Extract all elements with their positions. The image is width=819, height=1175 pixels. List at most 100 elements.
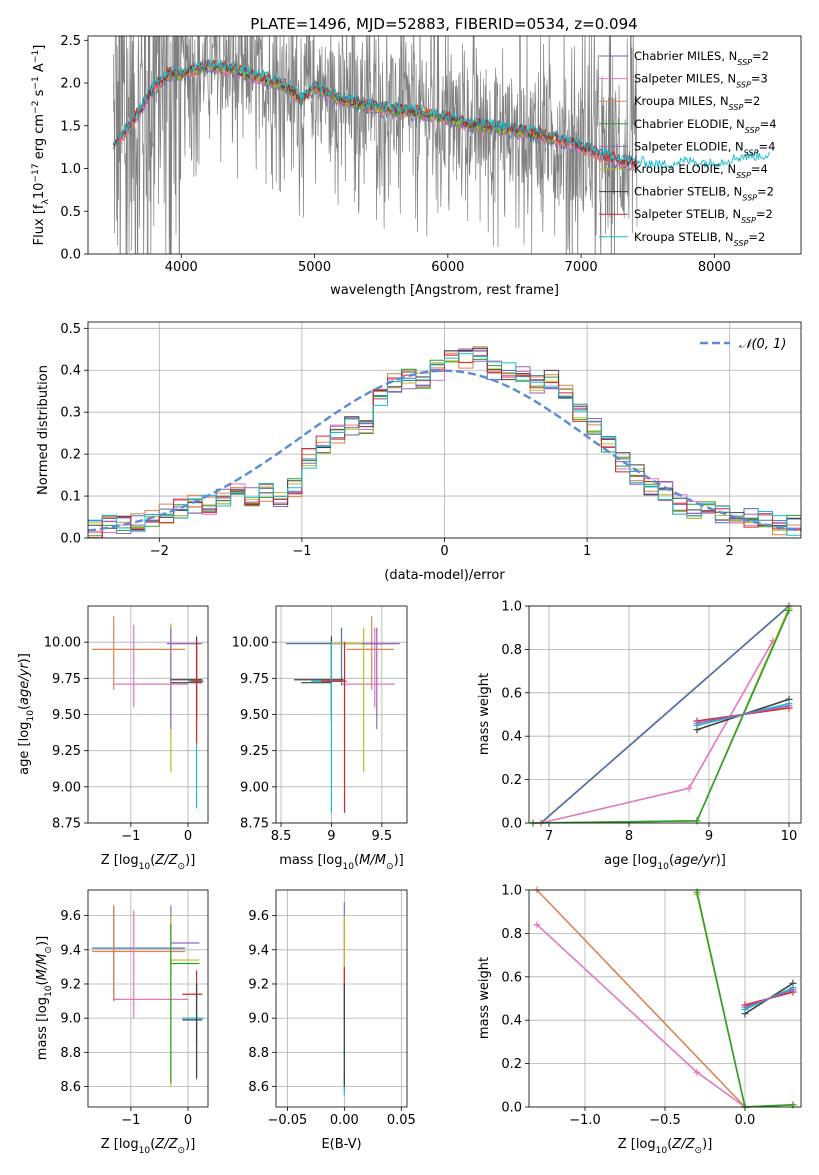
weight-vs-Z-ytick-label: 0.0 (501, 1101, 522, 1116)
weight-vs-age-ytick-label: 0.4 (501, 730, 522, 745)
age-vs-Z-ytick-label: 10.00 (44, 636, 81, 651)
weight-vs-Z-ytick-label: 0.4 (501, 1014, 522, 1029)
residuals-ylabel: Normed distribution (36, 365, 51, 495)
residuals-ytick-label: 0.2 (60, 448, 81, 463)
weight-vs-Z-ytick-label: 1.0 (501, 884, 522, 899)
weight-vs-Z-xtick-label: −1.0 (569, 1113, 601, 1128)
residuals-ytick-label: 0.4 (60, 364, 81, 379)
weight-vs-age-series-salpeter-elodie (696, 705, 790, 724)
mass-vs-EBV-xtick-label: 0.05 (387, 1113, 416, 1128)
age-vs-Z-xlabel: Z [log10(Z/Z⊙)] (101, 853, 196, 872)
spectrum-axes: 4000 5000 6000 7000 8000 0.0 0.5 1.0 1.5 2.0 2.5 (60, 34, 731, 275)
spectrum-xtick-label: 6000 (431, 260, 464, 275)
weight-vs-Z-marker (741, 1003, 749, 1011)
mass-vs-EBV-xtick-label: 0.00 (330, 1113, 359, 1128)
spectrum-ytick-label: 1.0 (60, 162, 81, 177)
weight-vs-Z-series-salpeter-elodie (744, 989, 794, 1008)
spectrum-ytick-label: 2.5 (60, 34, 81, 49)
age-vs-mass-xtick-label: 8.5 (271, 829, 292, 844)
age-vs-mass-ytick-label: 9.50 (240, 708, 269, 723)
age-vs-Z-axes: −1 0 8.75 9.00 9.25 9.50 9.75 10.00 (44, 606, 208, 844)
spectrum-xtick-label: 8000 (698, 260, 731, 275)
spectrum-ytick-label: 1.5 (60, 119, 81, 134)
legend-entry: Chabrier ELODIE, NSSP=4 (634, 117, 777, 135)
weight-vs-age-marker (693, 719, 701, 727)
weight-vs-age-ytick-label: 0.2 (501, 773, 522, 788)
age-vs-Z-ytick-label: 9.75 (52, 672, 81, 687)
age-vs-Z-xtick-label: −1 (121, 829, 140, 844)
weight-vs-age-marker (685, 784, 693, 792)
mass-vs-EBV-ytick-label: 9.2 (248, 977, 269, 992)
weight-vs-age-marker (785, 606, 793, 614)
weight-vs-age-ytick-label: 0.0 (501, 817, 522, 832)
weight-vs-age-xtick-label: 8 (625, 829, 633, 844)
weight-vs-Z-ytick-label: 0.8 (501, 927, 522, 942)
weight-vs-age-ytick-label: 0.8 (501, 643, 522, 658)
spectrum-legend: Chabrier MILES, NSSP=2 Salpeter MILES, NS… (599, 49, 777, 247)
mass-vs-Z-axes: −1 0 8.6 8.8 9.0 9.2 9.4 9.6 (60, 890, 208, 1128)
spectrum-ytick-label: 2.0 (60, 77, 81, 92)
age-vs-Z-ytick-label: 9.00 (52, 780, 81, 795)
mass-vs-Z-ytick-label: 9.6 (60, 909, 81, 924)
figure-title: PLATE=1496, MJD=52883, FIBERID=0534, z=0… (250, 15, 637, 33)
legend-entry: Salpeter STELIB, NSSP=2 (634, 207, 773, 225)
residuals-xtick-label: −2 (150, 544, 169, 559)
mass-vs-EBV-ytick-label: 9.4 (248, 943, 269, 958)
legend-entry: Salpeter MILES, NSSP=3 (634, 72, 768, 90)
residuals-xtick-label: 1 (583, 544, 591, 559)
weight-vs-age-xtick-label: 10 (781, 829, 798, 844)
legend-entry: Chabrier STELIB, NSSP=2 (634, 185, 774, 203)
mass-vs-ebv-xlabel: E(B-V) (321, 1137, 361, 1152)
mass-vs-EBV-axes: −0.05 0.00 0.05 8.6 8.8 9.0 9.2 9.4 9.6 (248, 890, 416, 1128)
age-vs-Z-ytick-label: 9.25 (52, 744, 81, 759)
age-vs-mass-xtick-label: 9.5 (371, 829, 392, 844)
residuals-ytick-label: 0.0 (60, 532, 81, 547)
weight-vs-Z-ylabel: mass weight (477, 957, 492, 1039)
weight-vs-age-frame (528, 605, 802, 824)
weight-vs-age-xlabel: age [log10(age/yr)] (604, 853, 726, 872)
mass-vs-Z-ytick-label: 9.4 (60, 943, 81, 958)
age-vs-Z-ytick-label: 9.50 (52, 708, 81, 723)
mass-vs-EBV-ytick-label: 9.6 (248, 909, 269, 924)
mass-vs-EBV-ytick-label: 8.8 (248, 1046, 269, 1061)
mass-vs-EBV-frame (275, 889, 408, 1108)
age-vs-mass-ytick-label: 9.00 (240, 780, 269, 795)
age-vs-mass-ytick-label: 9.75 (240, 672, 269, 687)
weight-vs-Z-marker (533, 921, 541, 929)
weight-vs-age-marker (785, 702, 793, 710)
weight-vs-Z-ytick-label: 0.2 (501, 1057, 522, 1072)
weight-vs-age-xtick-label: 9 (705, 829, 713, 844)
weight-vs-age-xtick-label: 7 (545, 829, 553, 844)
weight-vs-Z-ytick-label: 0.6 (501, 970, 522, 985)
weight-vs-age-ytick-label: 1.0 (501, 600, 522, 615)
legend-entry: Salpeter ELODIE, NSSP=4 (634, 139, 775, 157)
age-vs-mass-frame (275, 605, 408, 824)
mass-vs-Z-ylabel: mass [log10(M/M⊙)] (35, 936, 54, 1060)
mass-vs-Z-frame (87, 889, 209, 1108)
age-vs-mass-xtick-label: 9 (327, 829, 335, 844)
age-vs-mass-ytick-label: 9.25 (240, 744, 269, 759)
residuals-xlabel: (data-model)/error (384, 568, 505, 583)
weight-vs-age-ytick-label: 0.6 (501, 686, 522, 701)
residuals-xtick-label: 0 (440, 544, 448, 559)
age-vs-mass-xlabel: mass [log10(M/M⊙)] (279, 853, 403, 872)
age-vs-Z-xtick-label: 0 (184, 829, 192, 844)
residuals-ytick-label: 0.5 (60, 322, 81, 337)
age-vs-Z-frame (87, 605, 209, 824)
mass-vs-Z-xlabel: Z [log10(Z/Z⊙)] (101, 1137, 196, 1156)
mass-vs-Z-ytick-label: 9.2 (60, 977, 81, 992)
age-vs-mass-ytick-label: 10.00 (232, 636, 269, 651)
spectrum-xtick-label: 7000 (565, 260, 598, 275)
spectrum-frame (87, 35, 802, 255)
spectrum-xtick-label: 5000 (298, 260, 331, 275)
mass-vs-Z-ytick-label: 8.6 (60, 1080, 81, 1095)
weight-vs-Z-series-salpeter-miles (536, 924, 746, 1108)
mass-vs-EBV-ytick-label: 8.6 (248, 1080, 269, 1095)
mass-vs-Z-ytick-label: 8.8 (60, 1046, 81, 1061)
spectrum-xlabel: wavelength [Angstrom, rest frame] (330, 283, 559, 298)
spectrum-ytick-label: 0.0 (60, 248, 81, 263)
legend-entry: Kroupa MILES, NSSP=2 (634, 94, 760, 112)
mass-vs-Z-ytick-label: 9.0 (60, 1012, 81, 1027)
